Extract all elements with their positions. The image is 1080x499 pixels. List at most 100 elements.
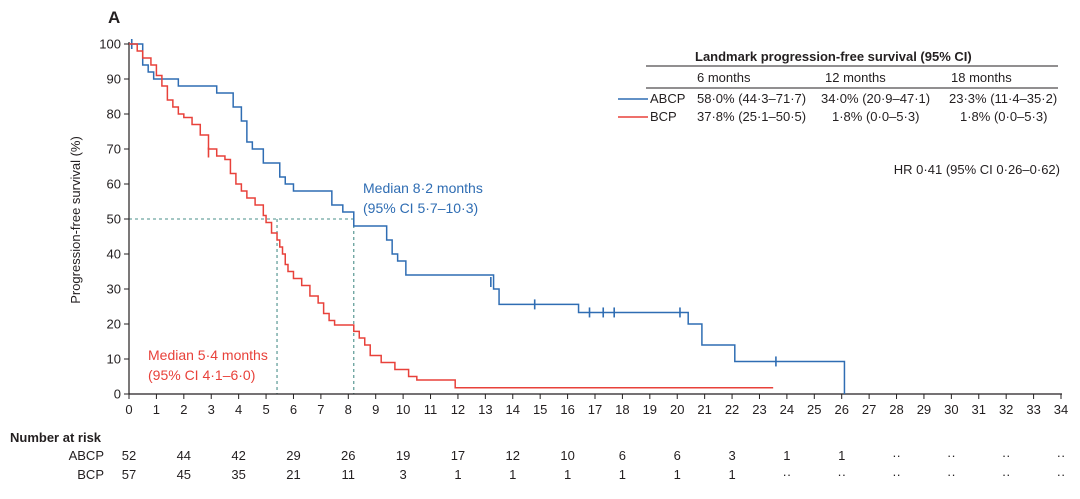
risk-value-abcp: 44: [177, 448, 191, 463]
landmark-bcp-18m: 1·8% (0·0–5·3): [960, 109, 1047, 124]
risk-value-bcp: ··: [947, 467, 956, 482]
y-tick-label: 90: [107, 72, 121, 87]
y-tick-label: 80: [107, 107, 121, 122]
risk-row-label-bcp: BCP: [77, 467, 104, 482]
landmark-bcp-6m: 37·8% (25·1–50·5): [697, 109, 806, 124]
risk-value-abcp: 1: [783, 448, 790, 463]
abcp-median-label: Median 8·2 months: [363, 180, 483, 196]
landmark-header-6m: 6 months: [697, 70, 751, 85]
risk-value-bcp: 11: [342, 467, 356, 482]
risk-value-abcp: 6: [619, 448, 626, 463]
risk-value-abcp: 17: [451, 448, 465, 463]
x-tick-label: 3: [208, 402, 215, 417]
x-tick-label: 7: [317, 402, 324, 417]
risk-value-bcp: ··: [892, 467, 901, 482]
x-tick-label: 21: [697, 402, 711, 417]
x-tick-label: 10: [396, 402, 410, 417]
x-tick-label: 1: [153, 402, 160, 417]
risk-value-bcp: 35: [231, 467, 245, 482]
x-tick-label: 20: [670, 402, 684, 417]
landmark-abcp-6m: 58·0% (44·3–71·7): [697, 91, 806, 106]
x-tick-label: 0: [125, 402, 132, 417]
landmark-title: Landmark progression-free survival (95% …: [695, 49, 972, 64]
risk-value-abcp: 1: [838, 448, 845, 463]
risk-value-abcp: ··: [947, 448, 956, 463]
x-tick-label: 14: [506, 402, 520, 417]
y-axis-label: Progression-free survival (%): [68, 136, 83, 304]
landmark-abcp-18m: 23·3% (11·4–35·2): [949, 91, 1057, 106]
risk-value-bcp: 3: [400, 467, 407, 482]
x-tick-label: 29: [917, 402, 931, 417]
x-tick-label: 26: [834, 402, 848, 417]
x-tick-label: 2: [180, 402, 187, 417]
x-tick-label: 4: [235, 402, 242, 417]
x-tick-label: 17: [588, 402, 602, 417]
y-tick-label: 0: [114, 387, 121, 402]
x-tick-label: 27: [862, 402, 876, 417]
x-tick-label: 19: [643, 402, 657, 417]
hazard-ratio: HR 0·41 (95% CI 0·26–0·62): [894, 162, 1060, 177]
landmark-row-label-bcp: BCP: [650, 109, 677, 124]
x-tick-label: 24: [780, 402, 794, 417]
landmark-bcp-12m: 1·8% (0·0–5·3): [832, 109, 919, 124]
risk-value-abcp: 52: [122, 448, 136, 463]
curve-abcp: [129, 43, 846, 394]
landmark-abcp-12m: 34·0% (20·9–47·1): [821, 91, 930, 106]
risk-value-bcp: 57: [122, 467, 136, 482]
risk-value-bcp: 21: [286, 467, 300, 482]
risk-value-bcp: 45: [177, 467, 191, 482]
number-at-risk-table: Number at risk ABCP BCP 52 44 42 29 26 19 17 12…: [10, 430, 1065, 482]
abcp-median-ci: (95% CI 5·7–10·3): [363, 200, 478, 216]
risk-value-bcp: 1: [454, 467, 461, 482]
curve-bcp: [129, 43, 774, 389]
y-tick-label: 20: [107, 317, 121, 332]
bcp-median-label: Median 5·4 months: [148, 347, 268, 363]
x-tick-label: 32: [999, 402, 1013, 417]
x-tick-label: 9: [372, 402, 379, 417]
bcp-median-annotation: Median 5·4 months (95% CI 4·1–6·0): [148, 347, 268, 383]
x-tick-label: 34: [1054, 402, 1068, 417]
risk-value-abcp: 3: [728, 448, 735, 463]
x-tick-label: 11: [424, 402, 438, 417]
survival-curves: [129, 39, 846, 394]
risk-value-abcp: ··: [1057, 448, 1066, 463]
risk-value-abcp: 26: [341, 448, 355, 463]
x-tick-label: 5: [262, 402, 269, 417]
x-tick-label: 8: [345, 402, 352, 417]
x-tick-label: 28: [889, 402, 903, 417]
risk-value-bcp: 1: [564, 467, 571, 482]
risk-value-abcp: 42: [231, 448, 245, 463]
abcp-median-annotation: Median 8·2 months (95% CI 5·7–10·3): [363, 180, 483, 216]
risk-value-bcp: 1: [509, 467, 516, 482]
risk-value-abcp: ··: [892, 448, 901, 463]
risk-value-abcp: 12: [506, 448, 520, 463]
risk-row-label-abcp: ABCP: [69, 448, 104, 463]
x-tick-label: 16: [560, 402, 574, 417]
x-tick-label: 22: [725, 402, 739, 417]
landmark-row-label-abcp: ABCP: [650, 91, 685, 106]
risk-value-bcp: ··: [837, 467, 846, 482]
x-tick-label: 13: [478, 402, 492, 417]
y-tick-label: 10: [107, 352, 121, 367]
risk-value-abcp: 10: [560, 448, 574, 463]
x-tick-label: 31: [972, 402, 986, 417]
risk-value-abcp: 6: [674, 448, 681, 463]
risk-value-bcp: 1: [674, 467, 681, 482]
y-tick-label: 100: [99, 37, 121, 52]
landmark-header-18m: 18 months: [951, 70, 1012, 85]
bcp-median-ci: (95% CI 4·1–6·0): [148, 367, 255, 383]
risk-value-bcp: ··: [1057, 467, 1066, 482]
risk-value-bcp: ··: [1002, 467, 1011, 482]
risk-value-bcp: ··: [783, 467, 792, 482]
risk-value-bcp: 1: [728, 467, 735, 482]
risk-value-abcp: ··: [1002, 448, 1011, 463]
x-tick-label: 6: [290, 402, 297, 417]
y-tick-label: 70: [107, 142, 121, 157]
x-tick-label: 25: [807, 402, 821, 417]
risk-value-abcp: 29: [286, 448, 300, 463]
risk-value-bcp: 1: [619, 467, 626, 482]
x-tick-label: 23: [752, 402, 766, 417]
x-tick-label: 30: [944, 402, 958, 417]
